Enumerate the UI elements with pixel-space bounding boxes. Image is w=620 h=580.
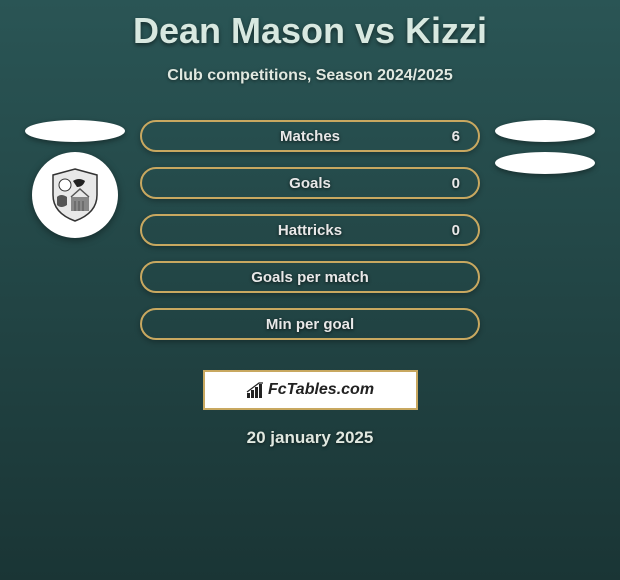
stat-value: 0 xyxy=(452,175,460,192)
right-placeholder-2 xyxy=(495,152,595,174)
left-club-badge xyxy=(32,152,118,238)
club-crest-icon xyxy=(47,167,103,223)
brand-box[interactable]: FcTables.com xyxy=(203,370,418,410)
stat-bar-mpg: Min per goal xyxy=(140,308,480,340)
page-title: Dean Mason vs Kizzi xyxy=(133,10,487,52)
left-placeholder-1 xyxy=(25,120,125,142)
brand-text-value: FcTables.com xyxy=(268,381,374,399)
brand-label: FcTables.com xyxy=(246,381,374,399)
stat-bar-gpm: Goals per match xyxy=(140,261,480,293)
stat-label: Matches xyxy=(280,128,340,145)
stat-bar-hattricks: Hattricks 0 xyxy=(140,214,480,246)
stat-label: Min per goal xyxy=(266,316,354,333)
stat-value: 6 xyxy=(452,128,460,145)
right-side-col xyxy=(490,120,600,340)
content-row: Matches 6 Goals 0 Hattricks 0 Goals per … xyxy=(0,120,620,340)
stat-label: Goals xyxy=(289,175,331,192)
stat-value: 0 xyxy=(452,222,460,239)
stat-bar-goals: Goals 0 xyxy=(140,167,480,199)
stat-label: Hattricks xyxy=(278,222,342,239)
left-side-col xyxy=(20,120,130,340)
stat-label: Goals per match xyxy=(251,269,369,286)
chart-icon xyxy=(246,381,264,399)
stat-bar-matches: Matches 6 xyxy=(140,120,480,152)
page-subtitle: Club competitions, Season 2024/2025 xyxy=(167,67,452,85)
right-placeholder-1 xyxy=(495,120,595,142)
date-text: 20 january 2025 xyxy=(247,428,374,448)
stats-column: Matches 6 Goals 0 Hattricks 0 Goals per … xyxy=(140,120,480,340)
